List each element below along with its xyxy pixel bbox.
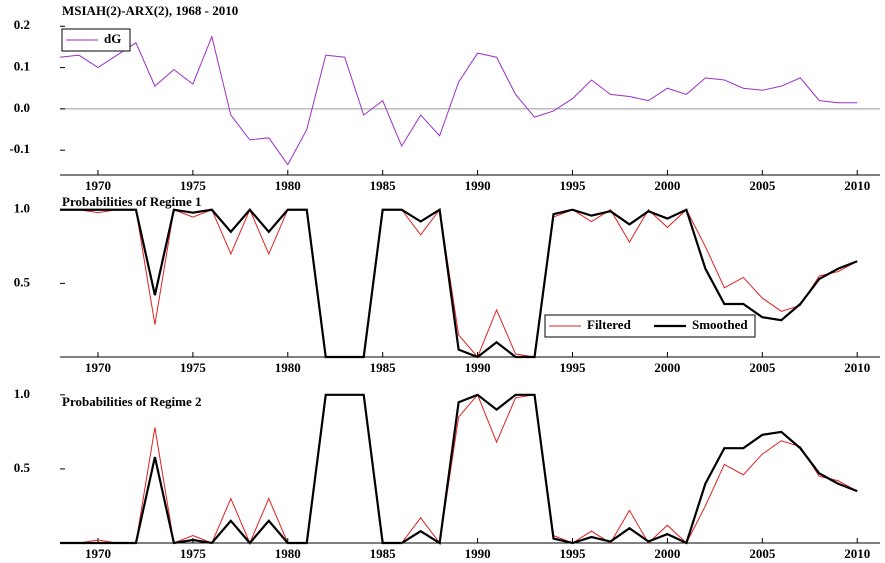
data-line [60,37,857,165]
x-tick-label: 2005 [749,360,776,375]
legend-label: dG [104,31,121,46]
x-tick-label: 1970 [85,546,111,561]
y-tick-label: 0.2 [14,17,30,32]
chart-title: MSIAH(2)-ARX(2), 1968 - 2010 [62,3,238,18]
chart-title: Probabilities of Regime 2 [62,394,202,409]
y-tick-label: 0.5 [14,274,31,289]
y-tick-label: 0.0 [14,100,30,115]
x-tick-label: 2010 [844,178,870,193]
y-tick-label: 0.5 [14,460,31,475]
x-tick-label: 1990 [465,360,491,375]
x-tick-label: 2005 [749,546,776,561]
y-tick-label: 0.1 [14,59,30,74]
x-tick-label: 1975 [180,360,207,375]
legend-label: Filtered [587,317,632,332]
data-line [60,395,857,543]
x-tick-label: 2010 [844,546,870,561]
x-tick-label: 1990 [465,178,491,193]
legend-label: Smoothed [692,317,748,332]
x-tick-label: 1970 [85,178,111,193]
x-tick-label: 1970 [85,360,111,375]
x-tick-label: 2010 [844,360,870,375]
x-tick-label: 2000 [654,546,680,561]
x-tick-label: 1975 [180,546,207,561]
x-tick-label: 1980 [275,360,301,375]
x-tick-label: 1985 [370,360,397,375]
y-tick-label: 1.0 [14,201,30,216]
x-tick-label: 2000 [654,360,680,375]
x-tick-label: 1990 [465,546,491,561]
x-tick-label: 2005 [749,178,776,193]
chart-title: Probabilities of Regime 1 [62,194,202,209]
x-tick-label: 1980 [275,178,301,193]
x-tick-label: 1995 [560,178,587,193]
x-tick-label: 1995 [560,546,587,561]
x-tick-label: 1985 [370,178,397,193]
x-tick-label: 1980 [275,546,301,561]
chart: MSIAH(2)-ARX(2), 1968 - 2010 1970 1975 1980… [0,0,885,563]
y-tick-label: -0.1 [9,141,30,156]
x-tick-label: 1995 [560,360,587,375]
x-tick-label: 2000 [654,178,680,193]
x-tick-label: 1975 [180,178,207,193]
y-tick-label: 1.0 [14,386,30,401]
x-tick-label: 1985 [370,546,397,561]
